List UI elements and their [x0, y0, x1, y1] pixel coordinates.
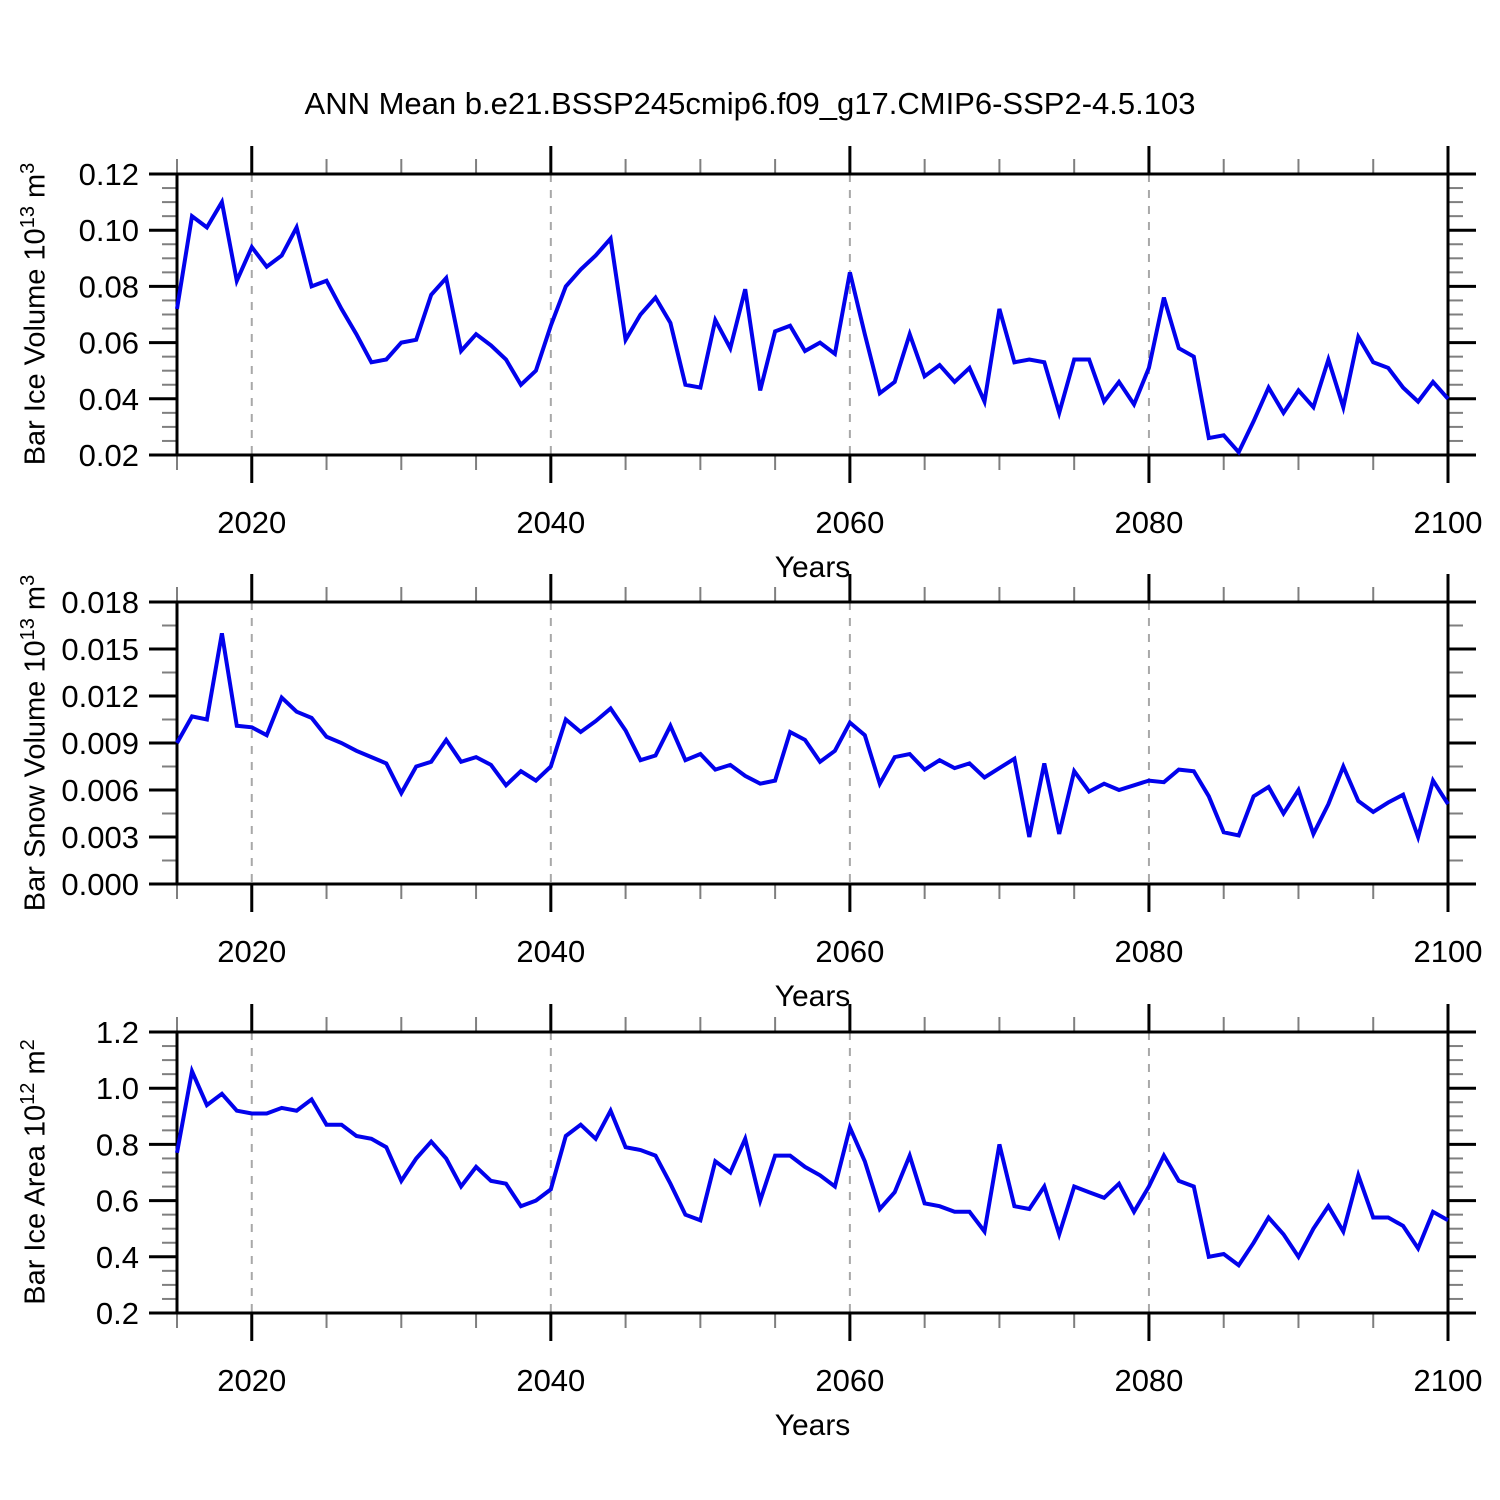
svg-text:2080: 2080 [1114, 505, 1183, 540]
svg-text:1.0: 1.0 [96, 1071, 139, 1106]
y-axis-title-unit-exponent: 3 [16, 162, 39, 174]
y-axis-title-ice-volume: Bar Ice Volume 1013 m3 [16, 162, 53, 466]
x-axis-title-panel-2: Years [774, 980, 851, 1013]
y-axis-title-snow-volume: Bar Snow Volume 1013 m3 [16, 574, 53, 912]
svg-text:0.4: 0.4 [96, 1240, 139, 1275]
y-axis-title-unit-exponent: 2 [16, 1039, 39, 1051]
y-axis-title-text: Bar Snow Volume 10 [19, 640, 52, 912]
y-axis-title-exponent: 13 [16, 206, 39, 229]
y-axis-title-exponent: 13 [16, 618, 39, 641]
svg-text:2100: 2100 [1414, 1363, 1483, 1398]
svg-text:2100: 2100 [1414, 934, 1483, 969]
chart-title: ANN Mean b.e21.BSSP245cmip6.f09_g17.CMIP… [304, 86, 1196, 121]
svg-text:2060: 2060 [815, 934, 884, 969]
svg-text:2080: 2080 [1114, 1363, 1183, 1398]
y-axis-title-unit: m [19, 173, 52, 207]
y-axis-title-unit: m [19, 1050, 52, 1083]
svg-text:2020: 2020 [217, 934, 286, 969]
y-axis-title-ice-area: Bar Ice Area 1012 m2 [16, 1039, 53, 1305]
svg-text:2040: 2040 [516, 1363, 585, 1398]
y-axis-title-unit: m [19, 585, 52, 619]
svg-text:1.2: 1.2 [96, 1015, 139, 1050]
svg-text:0.02: 0.02 [79, 438, 139, 473]
svg-text:0.2: 0.2 [96, 1296, 139, 1331]
svg-text:0.018: 0.018 [61, 585, 139, 620]
svg-text:0.006: 0.006 [61, 773, 139, 808]
svg-text:0.06: 0.06 [79, 326, 139, 361]
svg-text:0.04: 0.04 [79, 382, 139, 417]
svg-text:2060: 2060 [815, 1363, 884, 1398]
svg-text:0.08: 0.08 [79, 269, 139, 304]
x-axis-title-panel-3: Years [774, 1409, 851, 1442]
svg-text:2040: 2040 [516, 505, 585, 540]
y-axis-title-exponent: 12 [16, 1082, 39, 1105]
svg-text:2080: 2080 [1114, 934, 1183, 969]
svg-text:2020: 2020 [217, 1363, 286, 1398]
svg-text:0.012: 0.012 [61, 679, 139, 714]
x-axis-title-panel-1: Years [774, 551, 851, 584]
svg-text:2020: 2020 [217, 505, 286, 540]
svg-text:0.009: 0.009 [61, 726, 139, 761]
y-axis-title-unit-exponent: 3 [16, 574, 39, 586]
svg-text:0.6: 0.6 [96, 1184, 139, 1219]
svg-text:0.8: 0.8 [96, 1127, 139, 1162]
svg-text:0.10: 0.10 [79, 213, 139, 248]
svg-text:2040: 2040 [516, 934, 585, 969]
svg-text:2060: 2060 [815, 505, 884, 540]
svg-text:0.003: 0.003 [61, 820, 139, 855]
svg-text:0.12: 0.12 [79, 157, 139, 192]
svg-text:0.015: 0.015 [61, 632, 139, 667]
y-axis-title-text: Bar Ice Area 10 [19, 1104, 52, 1305]
svg-text:2100: 2100 [1414, 505, 1483, 540]
svg-text:0.000: 0.000 [61, 867, 139, 902]
y-axis-title-text: Bar Ice Volume 10 [19, 228, 52, 466]
